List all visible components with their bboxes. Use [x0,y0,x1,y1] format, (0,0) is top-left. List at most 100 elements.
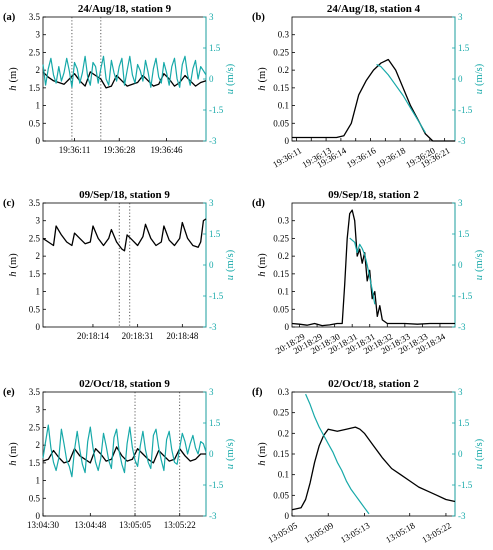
y-right-axis-label: u (m/s) [225,63,236,94]
x-tick-label: 13:05:09 [302,520,335,545]
y-left-var: h [8,85,19,90]
y-left-tick-label: 0.15 [273,83,289,93]
velocity-series-line [42,55,207,88]
x-tick-label: 13:05:22 [164,520,196,530]
velocity-series-line [376,63,426,134]
chart-panel-2: 09/Sep/18, station 9 (c) 0 0.5 1 1.5 2 2.5 3 3.5 -… [3,189,236,341]
y-left-tick-label: 0.5 [29,118,41,128]
y-left-tick-label: 1 [36,101,41,111]
y-left-tick-label: 0.3 [278,387,290,397]
y-left-tick-label: 1 [36,287,41,297]
y-right-var: u [225,275,236,280]
y-left-tick-label: 0 [36,511,41,521]
x-tick-label: 19:36:11 [271,145,303,169]
depth-series-line [292,58,455,142]
y-right-var: u [474,464,485,469]
velocity-series-line [305,393,370,515]
y-right-unit: (m/s) [225,249,236,272]
y-left-tick-label: 3.5 [29,12,41,22]
y-right-tick-label: -3 [209,511,217,521]
x-tick-label: 13:05:22 [420,520,453,545]
y-left-axis-label: h (m) [257,67,268,91]
y-left-tick-label: 0.05 [273,490,289,500]
y-left-tick-label: 0.5 [29,493,41,503]
y-left-tick-label: 0.25 [273,408,289,418]
y-right-axis-label: u (m/s) [474,63,485,94]
y-left-tick-label: 3.5 [29,198,41,208]
chart-title: 09/Sep/18, station 9 [79,189,170,201]
y-right-tick-label: 3 [458,198,463,208]
y-right-tick-label: 1.5 [209,43,221,53]
panel-letter: (b) [252,12,265,23]
x-tick-label: 19:36:46 [151,145,184,155]
y-right-tick-label: -1.5 [458,291,473,301]
y-left-var: h [8,271,19,276]
y-left-tick-label: 2.5 [29,47,41,57]
y-right-axis-label: u (m/s) [474,249,485,280]
y-left-axis-label: h (m) [257,442,268,466]
panel-letter: (c) [3,198,15,209]
panel-letter: (e) [3,387,15,398]
y-right-var: u [225,464,236,469]
plot-frame [291,202,456,328]
chart-title: 02/Oct/18, station 9 [79,378,170,390]
plot-frame [42,202,207,328]
y-left-tick-label: 1.5 [29,269,41,279]
y-right-tick-label: 1.5 [209,418,221,428]
y-left-tick-label: 0.05 [273,118,289,128]
y-left-tick-label: 0 [36,322,41,332]
y-left-unit: (m) [8,442,19,458]
plot-frame [291,16,456,142]
y-left-tick-label: 2 [36,251,41,261]
y-left-axis-label: h (m) [8,253,19,277]
y-right-tick-label: -1.5 [458,105,473,115]
y-left-tick-label: 3 [36,405,41,415]
y-left-tick-label: 0.5 [29,304,41,314]
panel-letter: (f) [252,387,263,398]
y-right-axis-label: u (m/s) [474,438,485,469]
x-tick-label: 13:05:13 [339,520,372,545]
y-left-tick-label: 0.25 [273,47,289,57]
y-right-tick-label: -3 [209,322,217,332]
y-left-tick-label: 1.5 [29,458,41,468]
y-left-tick-label: 0 [285,322,290,332]
y-left-tick-label: 3 [36,216,41,226]
y-left-tick-label: 0.1 [278,287,289,297]
y-left-tick-label: 1.5 [29,83,41,93]
y-left-tick-label: 0.3 [278,216,290,226]
y-left-tick-label: 0 [285,136,290,146]
x-tick-label: 13:05:05 [119,520,152,530]
y-right-unit: (m/s) [225,438,236,461]
chart-panel-3: 09/Sep/18, station 2 (d) 0 0.05 0.1 0.15 0.2 0.… [252,189,485,356]
y-right-tick-label: -3 [458,511,466,521]
y-right-unit: (m/s) [474,63,485,86]
y-left-tick-label: 0.3 [278,30,290,40]
y-right-tick-label: 1.5 [458,43,470,53]
chart-panel-0: 24/Aug/18, station 9 (a) 0 0.5 1 1.5 2 2.5 3 3.5 -… [3,3,236,155]
x-tick-label: 13:04:48 [74,520,107,530]
x-tick-label: 19:36:28 [103,145,136,155]
y-left-axis-label: h (m) [257,253,268,277]
y-right-tick-label: 1.5 [458,418,470,428]
chart-title: 09/Sep/18, station 2 [328,189,419,201]
y-right-tick-label: 0 [458,260,463,270]
y-right-tick-label: 0 [209,74,214,84]
y-right-tick-label: 0 [458,74,463,84]
y-left-unit: (m) [8,253,19,269]
y-right-tick-label: 3 [458,387,463,397]
y-right-tick-label: 3 [209,12,214,22]
y-right-tick-label: 0 [209,449,214,459]
plot-frame [42,391,207,517]
y-right-var: u [474,275,485,280]
y-left-tick-label: 0.15 [273,449,289,459]
y-right-tick-label: 1.5 [209,229,221,239]
y-right-tick-label: 0 [209,260,214,270]
y-right-tick-label: 1.5 [458,229,470,239]
y-right-tick-label: -3 [209,136,217,146]
y-right-tick-label: 3 [458,12,463,22]
y-left-axis-label: h (m) [8,67,19,91]
y-right-tick-label: 0 [458,449,463,459]
y-left-tick-label: 0 [36,136,41,146]
y-left-var: h [257,460,268,465]
